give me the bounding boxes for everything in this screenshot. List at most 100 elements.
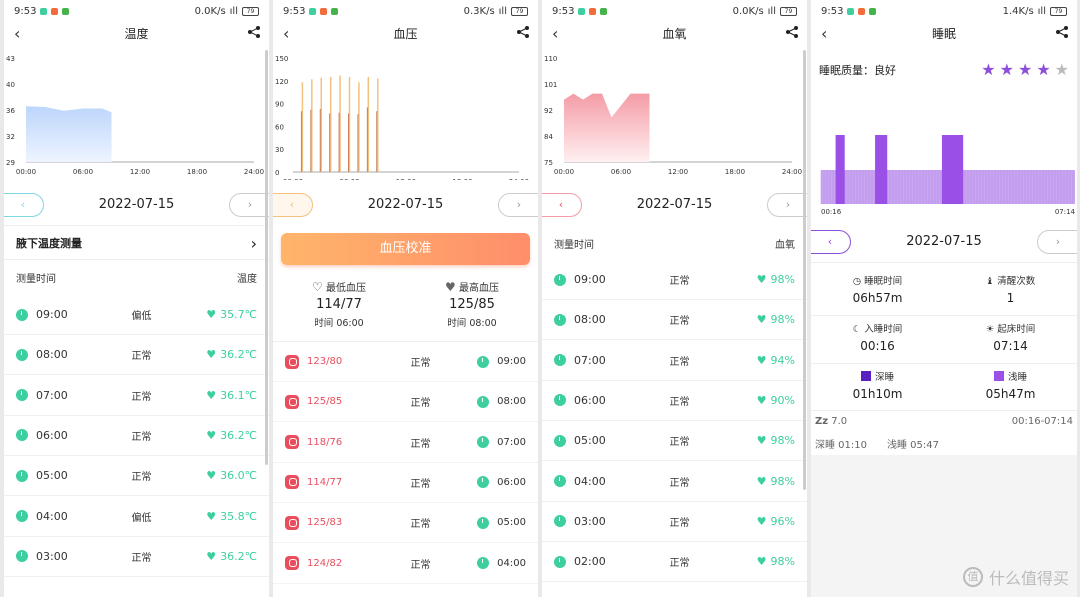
watermark-logo-icon: 值: [962, 567, 983, 587]
table-row[interactable]: 02:00 正常 ♥ 98%: [542, 542, 807, 583]
heart-icon: ♥: [206, 388, 217, 402]
status-time: 9:53: [283, 5, 306, 17]
table-row[interactable]: 05:00 正常 ♥ 36.0℃: [4, 456, 269, 497]
back-arrow-icon[interactable]: ‹: [283, 24, 290, 43]
table-row[interactable]: 06:00 正常 ♥ 90%: [542, 381, 807, 421]
temp-xtick-label: 24:00: [244, 168, 264, 176]
table-row[interactable]: 125/83 正常 05:00: [273, 503, 538, 544]
row-value-text: 125/85: [307, 396, 343, 408]
table-row[interactable]: 08:00 正常 ♥ 98%: [542, 300, 807, 341]
share-icon[interactable]: [1055, 25, 1069, 39]
heart-icon: ♥: [756, 474, 767, 488]
table-row[interactable]: 124/82 正常 04:00: [273, 544, 538, 584]
row-status: 偏低: [131, 512, 152, 524]
share-icon[interactable]: [785, 25, 799, 39]
back-arrow-icon[interactable]: ‹: [552, 24, 559, 43]
app-notif-icon: [600, 7, 608, 15]
sleep-quality: 睡眠质量：良好 ★ ★ ★ ★ ★: [819, 60, 1069, 79]
row-time: 08:00: [16, 348, 96, 361]
heart-icon: ♥: [206, 348, 217, 362]
clock-icon: [554, 434, 566, 447]
spo2-ytick-label: 75: [544, 159, 553, 167]
table-row[interactable]: 09:00 偏低 ♥ 35.7℃: [4, 295, 269, 335]
row-time-text: 06:00: [574, 393, 606, 407]
bp-calibration-button[interactable]: 血压校准: [281, 233, 530, 265]
page-title: 血氧: [662, 26, 687, 41]
deep-sleep-stat: 深睡 01h10m: [811, 369, 944, 401]
table-row[interactable]: 08:00 正常 ♥ 36.2℃: [4, 335, 269, 376]
app-notif-icon: [589, 7, 597, 15]
table-row[interactable]: 03:00 正常 ♥ 36.2℃: [4, 537, 269, 577]
bp-watch-icon: [285, 556, 299, 570]
battery-icon: 79: [511, 6, 528, 16]
table-row[interactable]: 114/77 正常 06:00: [273, 463, 538, 503]
heart-icon: ♥: [206, 509, 217, 523]
table-row[interactable]: 03:00 正常 ♥ 96%: [542, 502, 807, 542]
row-value-text: 98%: [770, 313, 795, 327]
share-icon[interactable]: [516, 25, 530, 39]
table-row[interactable]: 05:00 正常 ♥ 98%: [542, 421, 807, 462]
light-sleep-legend-icon: [993, 371, 1004, 381]
row-value: 125/83: [285, 515, 375, 530]
date-selector: ‹ 2022-07-15 ›: [273, 193, 538, 219]
back-arrow-icon[interactable]: ‹: [14, 24, 21, 43]
bp-xtick-label: 18:00: [452, 178, 472, 180]
heart-icon: ♥: [756, 393, 767, 407]
clock-icon: [477, 516, 490, 529]
table-row[interactable]: 06:00 正常 ♥ 36.2℃: [4, 416, 269, 456]
row-status: 正常: [669, 517, 690, 529]
table-row[interactable]: 123/80 正常 09:00: [273, 342, 538, 382]
spo2-ytick-label: 101: [544, 81, 557, 89]
prev-date-button[interactable]: ‹: [273, 193, 313, 217]
row-value: ♥ 35.7℃: [187, 308, 257, 321]
next-date-button[interactable]: ›: [767, 193, 807, 217]
section-header[interactable]: 腋下温度测量 ›: [4, 229, 269, 257]
next-date-button[interactable]: ›: [229, 193, 269, 217]
sleep-score: 7.0: [831, 416, 848, 427]
nav-bar: ‹ 血氧: [542, 22, 807, 44]
row-time-text: 07:00: [497, 436, 526, 448]
signal-icon: ıll: [1037, 5, 1046, 17]
star-icon: ★: [1017, 60, 1033, 79]
bp-ytick-label: 30: [275, 146, 284, 154]
app-notif-icon: [309, 7, 317, 15]
row-time-text: 04:00: [574, 474, 606, 488]
table-row[interactable]: 118/76 正常 07:00: [273, 423, 538, 463]
deep-sleep-segment: [875, 135, 888, 204]
row-value-text: 96%: [770, 514, 795, 528]
prev-date-button[interactable]: ‹: [811, 230, 851, 254]
sleep-end-label: 07:14: [1055, 208, 1076, 216]
sleep-quality-label: 睡眠质量：良好: [819, 63, 896, 77]
wake-up-label: 起床时间: [997, 324, 1036, 335]
sleep-record-summary[interactable]: Zz 7.0 00:16-07:14: [815, 416, 1073, 427]
temp-ytick-label: 40: [6, 81, 15, 89]
signal-icon: ıll: [229, 5, 238, 17]
table-row[interactable]: 07:00 正常 ♥ 94%: [542, 341, 807, 381]
next-date-button[interactable]: ›: [498, 193, 538, 217]
row-status: 正常: [410, 358, 431, 369]
blood-oxygen-panel: 9:53 0.0K/s ıll 79 ‹ 血氧 110 101 92 84 75 00:00 0…: [542, 0, 807, 597]
table-header: 测量时间 血氧: [542, 229, 807, 257]
row-time: 04:00: [466, 557, 526, 569]
row-status: 正常: [131, 391, 152, 403]
clock-icon: [16, 429, 28, 442]
row-time-text: 04:00: [36, 509, 68, 523]
table-row[interactable]: 09:00 正常 ♥ 98%: [542, 260, 807, 300]
spo2-ytick-label: 110: [544, 55, 557, 63]
table-row[interactable]: 07:00 正常 ♥ 36.1℃: [4, 376, 269, 416]
row-time: 07:00: [466, 436, 526, 449]
next-date-button[interactable]: ›: [1037, 230, 1077, 254]
back-arrow-icon[interactable]: ‹: [821, 24, 828, 43]
row-time: 09:00: [16, 308, 96, 321]
prev-date-button[interactable]: ‹: [542, 193, 582, 217]
table-row[interactable]: 125/85 正常 08:00: [273, 382, 538, 423]
status-bar: 9:53 0.0K/s ıll 79: [4, 0, 269, 22]
prev-date-button[interactable]: ‹: [4, 193, 44, 217]
row-value: 118/76: [285, 435, 375, 450]
share-icon[interactable]: [247, 25, 261, 39]
table-row[interactable]: 04:00 偏低 ♥ 35.8℃: [4, 497, 269, 537]
row-value-text: 36.2℃: [220, 428, 257, 442]
table-row[interactable]: 04:00 正常 ♥ 98%: [542, 462, 807, 502]
row-value-text: 36.0℃: [220, 469, 257, 483]
app-notif-icon: [847, 7, 855, 15]
